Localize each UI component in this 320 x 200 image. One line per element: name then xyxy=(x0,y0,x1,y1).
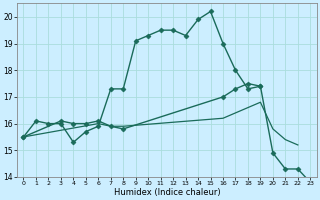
X-axis label: Humidex (Indice chaleur): Humidex (Indice chaleur) xyxy=(114,188,220,197)
